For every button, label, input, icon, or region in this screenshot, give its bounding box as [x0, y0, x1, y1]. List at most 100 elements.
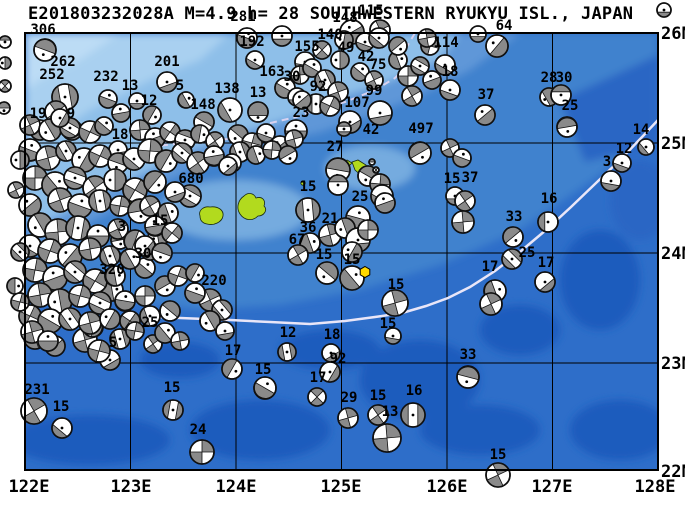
depth-label: 28 [541, 70, 558, 86]
focal-mechanism-ball [78, 311, 102, 335]
focal-mechanism-ball [139, 195, 161, 217]
depth-label: 12 [616, 141, 633, 157]
depth-label: 17 [225, 343, 242, 359]
focal-mechanism-ball [170, 331, 190, 351]
depth-label: 201 [154, 54, 179, 70]
focal-mechanism-ball [439, 79, 461, 101]
focal-mechanism-ball [0, 79, 12, 93]
depth-label: 25 [142, 315, 159, 331]
focal-mechanism-ball [271, 25, 293, 47]
depth-label: 17 [482, 259, 499, 275]
focal-mechanism-ball [128, 92, 146, 110]
depth-label: 9 [67, 106, 75, 122]
lat-label-23n: 23N [661, 354, 685, 374]
focal-mechanism-ball [374, 192, 396, 214]
depth-label: 192 [239, 34, 264, 50]
focal-mechanism-ball [278, 145, 298, 165]
focal-mechanism-ball [501, 248, 523, 270]
focal-mechanism-ball [474, 104, 496, 126]
focal-mechanism-ball [341, 241, 363, 263]
focal-mechanism-ball [327, 174, 349, 196]
focal-mechanism-ball [0, 101, 11, 115]
focal-mechanism-ball [6, 277, 24, 295]
depth-label: 148 [190, 97, 215, 113]
depth-label: 497 [408, 121, 433, 137]
focal-mechanism-ball [94, 116, 114, 136]
map-frame [24, 32, 659, 471]
depth-label: 12 [280, 325, 297, 341]
focal-mechanism-ball [134, 285, 156, 307]
focal-mechanism-ball [10, 242, 30, 262]
focal-mechanism-ball [139, 305, 161, 327]
depth-label: 67 [289, 232, 306, 248]
focal-mechanism-ball [367, 404, 389, 426]
depth-label: 33 [506, 209, 523, 225]
focal-mechanism-ball [401, 85, 423, 107]
focal-mechanism-ball [319, 361, 341, 383]
focal-mechanism-ball [534, 271, 556, 293]
island-iriomote [199, 206, 224, 225]
lon-label-122e: 122E [9, 477, 50, 497]
focal-mechanism-ball [350, 62, 370, 82]
lat-label-22n: 22N [661, 462, 685, 482]
depth-label: 24 [190, 422, 207, 438]
focal-mechanism-ball [156, 71, 178, 93]
focal-mechanism-ball [109, 195, 131, 217]
depth-label: 92 [330, 351, 347, 367]
lon-label-125e: 125E [321, 477, 362, 497]
depth-label: 18 [442, 64, 459, 80]
focal-mechanism-ball [337, 407, 359, 429]
focal-mechanism-ball [422, 70, 442, 90]
focal-mechanism-ball [388, 36, 408, 56]
depth-label: 15 [255, 362, 272, 378]
depth-label: 3 [603, 154, 611, 170]
depth-label: 148 [332, 10, 357, 26]
focal-mechanism-ball [454, 190, 476, 212]
focal-mechanism-ball [51, 417, 73, 439]
depth-label: 30 [556, 70, 573, 86]
depth-label: 16 [406, 383, 423, 399]
lat-label-24n: 24N [661, 244, 685, 264]
focal-mechanism-ball [10, 150, 30, 170]
depth-label: 30 [284, 69, 301, 85]
depth-label: 163 [259, 64, 284, 80]
depth-label: 15 [164, 380, 181, 396]
depth-label: 15 [344, 252, 361, 268]
focal-mechanism-ball [50, 108, 70, 128]
map-title: E201803232028A M=4.9 h= 28 SOUTHWESTERN … [28, 4, 634, 24]
focal-mechanism-ball [167, 265, 189, 287]
depth-label: 64 [496, 18, 513, 34]
depth-label: 17 [310, 370, 327, 386]
focal-mechanism-ball [99, 308, 121, 330]
depth-label: 138 [214, 81, 239, 97]
focal-mechanism-ball [119, 248, 141, 270]
focal-mechanism-ball [184, 282, 206, 304]
focal-mechanism-ball [33, 38, 57, 62]
focal-mechanism-ball [245, 50, 265, 70]
focal-mechanism-ball [336, 121, 352, 137]
focal-mechanism-ball [67, 193, 93, 219]
focal-mechanism-ball [256, 123, 276, 143]
depth-label: 5 [176, 78, 184, 94]
focal-mechanism-ball [177, 91, 195, 109]
depth-label: 15 [388, 277, 405, 293]
focal-mechanism-ball [330, 50, 350, 70]
depth-label: 42 [363, 122, 380, 138]
depth-label: 21 [322, 211, 339, 227]
focal-mechanism-ball [452, 148, 472, 168]
focal-mechanism-ball [612, 153, 632, 173]
depth-label: 320 [99, 262, 124, 278]
focal-mechanism-ball [287, 244, 309, 266]
focal-mechanism-ball [217, 97, 243, 123]
focal-mechanism-ball [87, 339, 111, 363]
focal-mechanism-ball [162, 399, 184, 421]
focal-mechanism-ball [247, 101, 269, 123]
focal-mechanism-ball [20, 397, 48, 425]
depth-label: 29 [341, 390, 358, 406]
depth-label: 16 [541, 191, 558, 207]
event-marker [359, 265, 371, 279]
focal-mechanism-ball [372, 166, 380, 174]
focal-mechanism-ball [600, 170, 622, 192]
depth-label: 42 [358, 49, 375, 65]
